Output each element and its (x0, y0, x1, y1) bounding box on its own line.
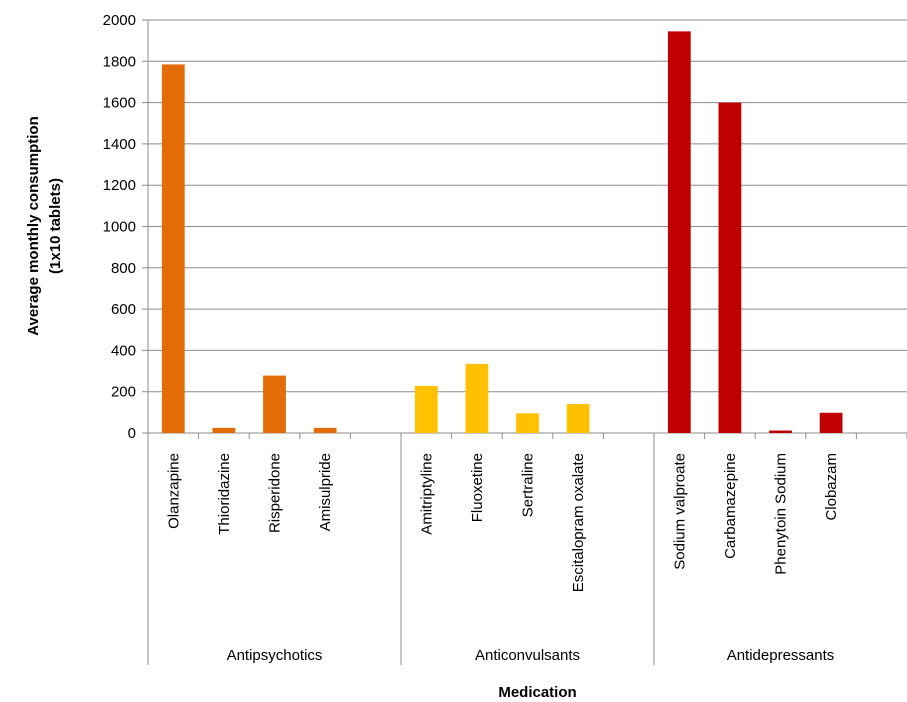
y-axis-title: (1x10 tablets) (47, 178, 64, 274)
y-axis-title: Average monthly consumption (25, 116, 42, 335)
y-tick-label: 1000 (103, 219, 136, 236)
bar (263, 375, 286, 433)
x-category-label: Fluoxetine (469, 453, 486, 522)
y-tick-label: 1400 (103, 136, 136, 153)
y-tick-label: 2000 (103, 12, 136, 29)
y-tick-label: 1200 (103, 177, 136, 194)
bar (819, 412, 843, 433)
bar (313, 427, 337, 433)
x-axis-title: Medication (498, 684, 576, 701)
y-tick-label: 800 (111, 260, 136, 277)
x-category-label: Amisulpride (317, 453, 334, 531)
x-category-label: Phenytoin Sodium (773, 453, 790, 575)
bar (212, 427, 236, 433)
bar (465, 363, 489, 433)
x-category-label: Olanzapine (165, 453, 182, 529)
bar (667, 31, 691, 433)
x-category-label: Risperidone (267, 453, 284, 533)
bar (566, 404, 590, 433)
x-category-label: Amitriptyline (418, 453, 435, 535)
bar (718, 102, 742, 433)
group-label: Anticonvulsants (475, 647, 580, 664)
bar (161, 64, 185, 434)
x-category-label: Sodium valproate (671, 453, 688, 570)
x-category-label: Escitalopram oxalate (570, 453, 587, 592)
bar (516, 413, 539, 433)
x-category-label: Carbamazepine (722, 453, 739, 559)
x-category-label: Thioridazine (216, 453, 233, 535)
y-tick-label: 1600 (103, 95, 136, 112)
bar (769, 430, 792, 433)
y-tick-label: 200 (111, 384, 136, 401)
group-label: Antipsychotics (227, 647, 323, 664)
y-tick-label: 600 (111, 301, 136, 318)
y-tick-label: 400 (111, 342, 136, 359)
x-category-label: Sertraline (520, 453, 537, 517)
y-tick-label: 0 (128, 425, 136, 442)
y-tick-label: 1800 (103, 53, 136, 70)
group-label: Antidepressants (727, 647, 835, 664)
x-category-label: Clobazam (823, 453, 840, 521)
bar (414, 385, 438, 433)
